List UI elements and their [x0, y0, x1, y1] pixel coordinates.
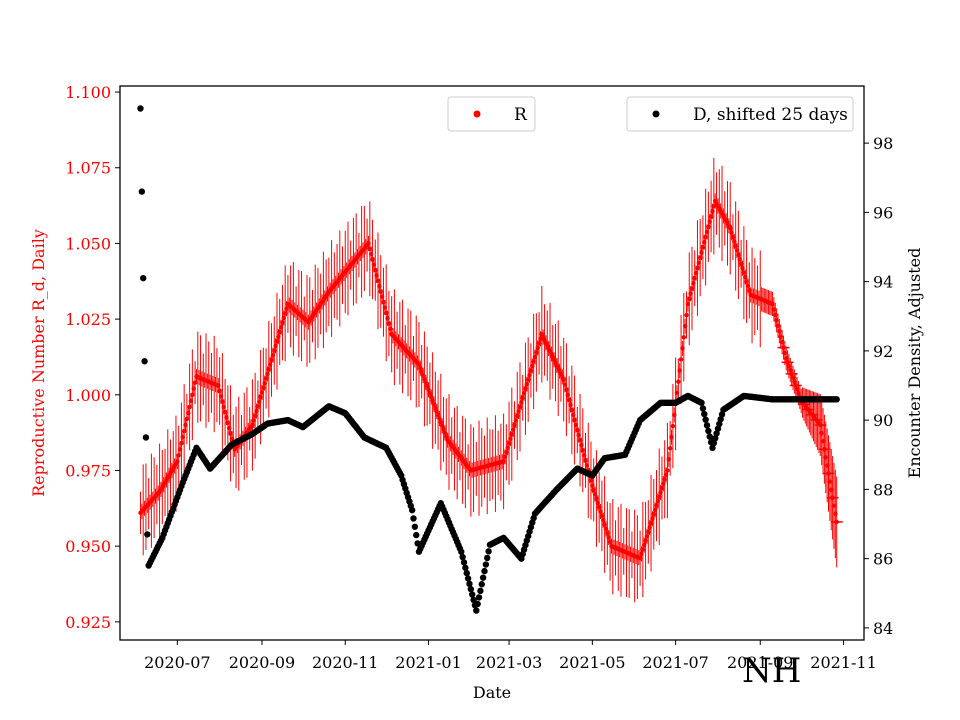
- x-axis: 2020-07 2020-09 2020-11 2021-01 2021-03 2021-…: [144, 640, 877, 672]
- d-point: [482, 561, 490, 568]
- y-right-tick-label: 90: [873, 411, 893, 430]
- y-left-tick-label: 0.975: [65, 461, 111, 480]
- legend-r-marker: [473, 110, 481, 118]
- r-point: [665, 468, 670, 473]
- r-point: [670, 423, 676, 429]
- d-point: [464, 575, 472, 582]
- d-point: [478, 581, 485, 588]
- y-left-tick-label: 1.000: [65, 386, 111, 405]
- legend-r: R: [447, 96, 536, 132]
- y-right-tick-label: 96: [873, 203, 893, 222]
- d-point: [469, 591, 476, 598]
- r-point: [676, 379, 681, 384]
- d-point: [698, 399, 705, 407]
- d-point: [705, 427, 712, 435]
- y-right-tick-label: 94: [873, 273, 893, 292]
- d-point: [138, 188, 146, 195]
- d-point: [477, 587, 484, 595]
- y-axis-right: 84 86 88 90 92 94 96 98: [864, 134, 893, 638]
- d-point: [703, 422, 711, 429]
- d-point: [484, 554, 491, 562]
- legend-d-label: D, shifted 25 days: [693, 105, 848, 125]
- y-right-tick-label: 84: [873, 619, 893, 638]
- x-tick-label: 2020-11: [312, 653, 378, 672]
- d-point: [706, 433, 713, 440]
- d-point: [408, 506, 416, 514]
- series-r: [138, 157, 843, 603]
- y-left-tick-label: 1.100: [65, 83, 111, 102]
- legend-d-marker: [652, 110, 660, 118]
- y-axis-left-label: Reproductive Number R_d, Daily: [29, 229, 48, 497]
- x-tick-label: 2020-09: [229, 653, 295, 672]
- r-point: [684, 312, 689, 318]
- r-point: [678, 357, 684, 362]
- d-point: [410, 515, 417, 522]
- d-point: [479, 574, 487, 581]
- y-left-tick-label: 0.925: [65, 613, 111, 632]
- d-point: [485, 548, 492, 555]
- x-tick-label: 2021-01: [395, 653, 461, 672]
- r-point: [834, 519, 839, 525]
- d-point: [460, 559, 468, 566]
- x-tick-label: 2021-09: [727, 653, 793, 672]
- x-tick-label: 2021-07: [642, 653, 708, 672]
- r-point: [667, 446, 673, 451]
- legend-r-label: R: [514, 105, 528, 125]
- y-right-tick-label: 86: [873, 550, 893, 569]
- y-right-tick-label: 88: [873, 480, 893, 499]
- d-point: [699, 405, 707, 412]
- y-left-tick-label: 1.075: [65, 159, 111, 178]
- d-point: [144, 531, 151, 538]
- y-left-tick-label: 1.025: [65, 310, 111, 329]
- r-point: [681, 335, 687, 340]
- d-point: [701, 410, 708, 418]
- d-point: [481, 567, 488, 575]
- d-point: [467, 585, 475, 593]
- x-tick-label: 2021-11: [810, 653, 876, 672]
- d-point: [473, 607, 480, 614]
- x-tick-label: 2021-05: [559, 653, 625, 672]
- d-point: [411, 523, 419, 530]
- y-left-tick-label: 1.050: [65, 234, 111, 253]
- d-point: [141, 358, 148, 365]
- d-point: [470, 596, 477, 604]
- y-axis-right-label: Encounter Density, Adjusted: [905, 248, 924, 479]
- d-point: [474, 600, 481, 608]
- legend-r-box: [447, 96, 536, 132]
- d-point: [459, 553, 466, 561]
- plot-frame: [119, 85, 865, 641]
- d-point: [413, 531, 420, 539]
- region-label: NH: [742, 651, 801, 691]
- d-point: [462, 564, 469, 571]
- d-point: [458, 548, 465, 555]
- y-right-tick-label: 92: [873, 342, 893, 361]
- y-axis-left: 0.925 0.950 0.975 1.000 1.025 1.050 1.075 1.100: [65, 83, 120, 632]
- series-layer: [137, 105, 843, 614]
- d-point: [702, 416, 709, 423]
- d-point: [466, 580, 473, 588]
- y-left-tick-label: 0.950: [65, 537, 111, 556]
- legend-d: D, shifted 25 days: [626, 96, 854, 132]
- series-d: [137, 105, 840, 614]
- d-point: [833, 396, 840, 403]
- legend-d-box: [626, 96, 854, 132]
- plot-background: [120, 86, 864, 640]
- d-point: [140, 274, 147, 282]
- d-point: [475, 594, 483, 601]
- d-point: [142, 434, 150, 441]
- x-tick-label: 2020-07: [144, 653, 210, 672]
- d-point: [137, 105, 144, 112]
- y-right-tick-label: 98: [873, 134, 893, 153]
- d-point: [463, 569, 470, 577]
- x-tick-label: 2021-03: [476, 653, 542, 672]
- x-axis-label: Date: [473, 683, 511, 702]
